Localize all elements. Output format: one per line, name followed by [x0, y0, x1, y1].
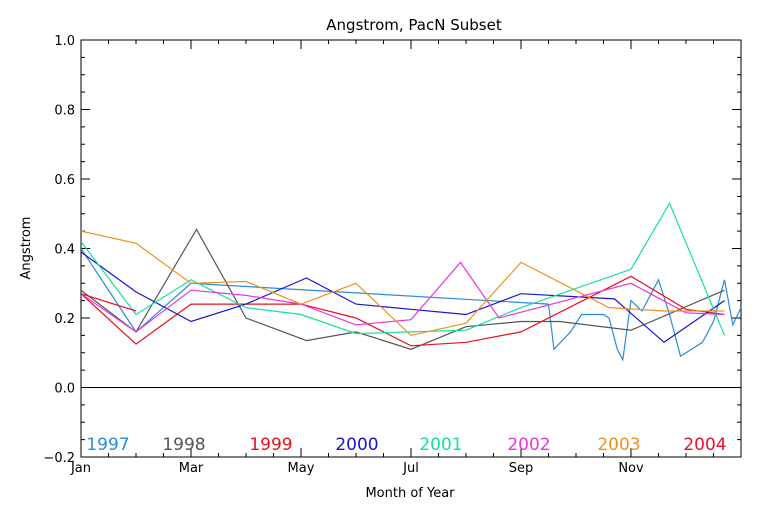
x-tick-label: May — [288, 461, 315, 476]
y-tick-label: 0.8 — [54, 104, 75, 119]
y-tick-label: 0.0 — [54, 382, 75, 397]
y-axis-label: Angstrom — [19, 217, 34, 280]
x-tick-label: Mar — [179, 461, 204, 476]
legend-entry-1998: 1998 — [162, 435, 205, 455]
series-line-1998 — [81, 228, 725, 350]
legend-entry-2004: 2004 — [683, 435, 726, 455]
series-line-2003 — [81, 230, 725, 337]
x-tick-label: Sep — [509, 461, 534, 476]
y-tick-label: 1.0 — [54, 34, 75, 49]
series-line-2002 — [81, 261, 725, 333]
x-tick-label: Nov — [618, 461, 644, 476]
series-layer — [81, 201, 741, 362]
y-tick-label: −0.2 — [43, 451, 75, 466]
legend-entry-2002: 2002 — [507, 435, 550, 455]
x-tick-label: Jul — [402, 461, 419, 476]
legend-entry-1999: 1999 — [249, 435, 292, 455]
y-tick-label: 0.2 — [54, 312, 75, 327]
series-line-1997 — [81, 248, 741, 362]
y-tick-label: 0.4 — [54, 243, 75, 258]
x-axis-label: Month of Year — [365, 486, 455, 501]
y-tick-label: 0.6 — [54, 173, 75, 188]
series-line-2000 — [81, 251, 725, 344]
legend: 1997 1998 1999 2000 2001 2002 2003 2004 — [86, 435, 726, 455]
series-line-2001 — [81, 201, 726, 336]
legend-entry-2001: 2001 — [419, 435, 462, 455]
plot-frame — [80, 39, 742, 458]
series-line-1999 — [81, 275, 725, 347]
x-tick-label: Jan — [70, 461, 91, 476]
axis-ticks: −0.2 0.0 0.2 0.4 0.6 0.8 1.0 Jan Mar May Jul Sep Nov — [43, 34, 742, 476]
chart-title: Angstrom, PacN Subset — [326, 16, 502, 34]
legend-entry-2000: 2000 — [335, 435, 378, 455]
legend-entry-2003: 2003 — [597, 435, 640, 455]
legend-entry-1997: 1997 — [86, 435, 129, 455]
series-line-2004 — [81, 293, 137, 312]
